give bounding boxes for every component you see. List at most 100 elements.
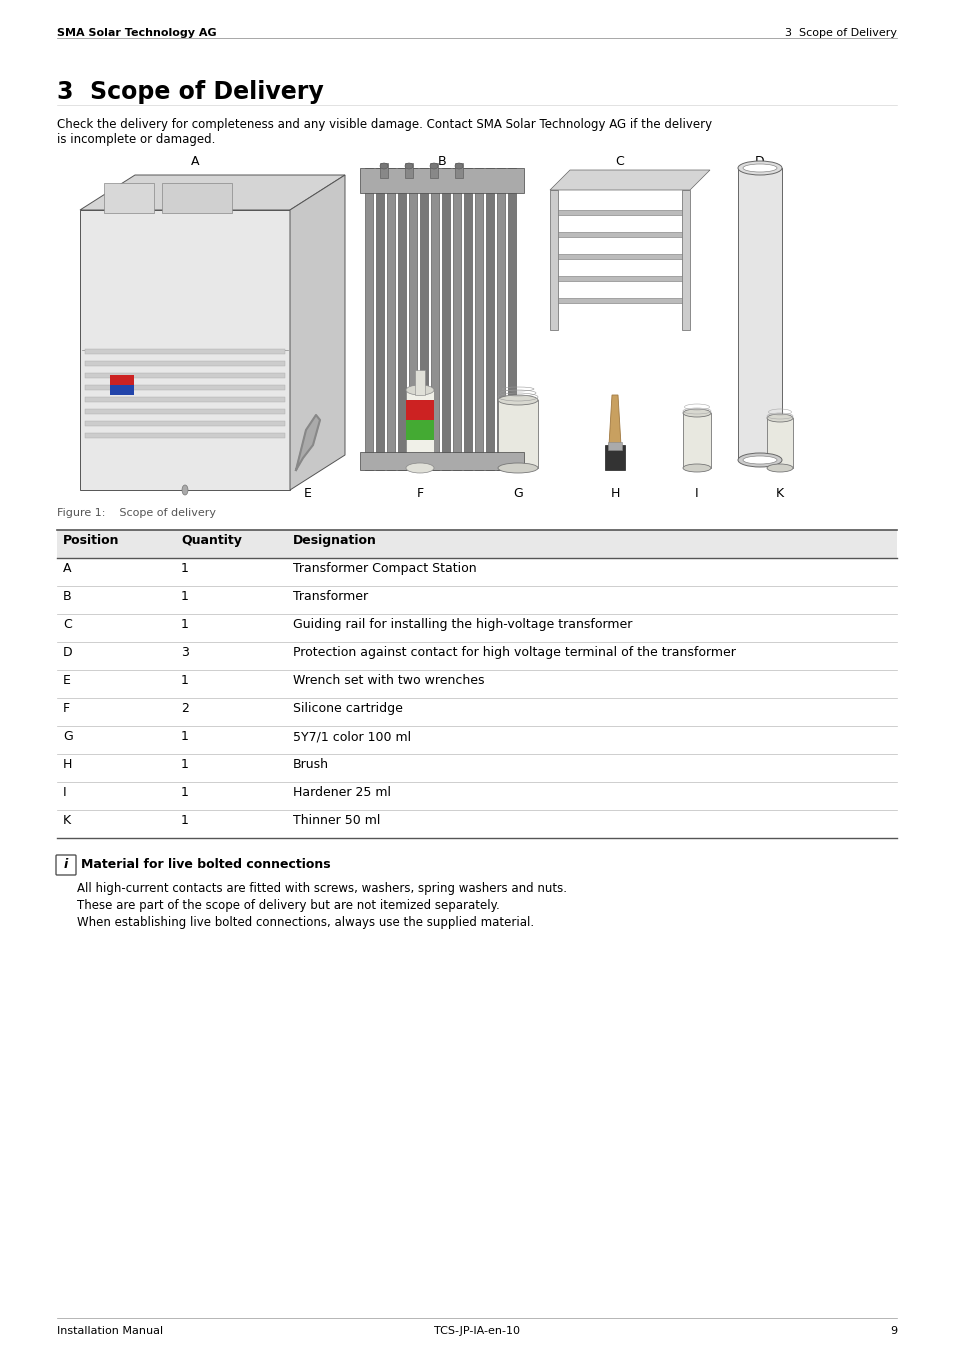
Text: 1: 1 <box>181 757 189 771</box>
Text: 9: 9 <box>889 1326 896 1336</box>
Bar <box>85 360 285 366</box>
Ellipse shape <box>738 454 781 467</box>
Bar <box>387 167 395 470</box>
Bar <box>162 184 233 213</box>
Bar <box>766 418 792 468</box>
Text: Silicone cartridge: Silicone cartridge <box>293 702 402 716</box>
Ellipse shape <box>766 464 792 472</box>
Text: A: A <box>191 155 199 167</box>
Text: Installation Manual: Installation Manual <box>57 1326 163 1336</box>
Text: I: I <box>63 786 67 799</box>
Text: 3  Scope of Delivery: 3 Scope of Delivery <box>57 80 323 104</box>
Bar <box>453 167 460 470</box>
Bar <box>415 370 424 396</box>
Polygon shape <box>295 414 319 470</box>
Text: C: C <box>615 155 623 167</box>
Bar <box>57 531 896 558</box>
Ellipse shape <box>497 396 537 405</box>
Bar <box>419 167 428 470</box>
Text: F: F <box>416 487 423 500</box>
Bar <box>379 163 388 178</box>
Text: K: K <box>775 487 783 500</box>
Text: F: F <box>63 702 71 716</box>
Bar <box>85 373 285 378</box>
Text: G: G <box>63 730 72 742</box>
Ellipse shape <box>379 163 388 169</box>
Bar <box>406 390 434 468</box>
Text: 5Y7/1 color 100 ml: 5Y7/1 color 100 ml <box>293 730 411 742</box>
Bar <box>406 400 434 420</box>
Text: Hardener 25 ml: Hardener 25 ml <box>293 786 391 799</box>
Bar <box>441 167 450 470</box>
Polygon shape <box>80 176 345 211</box>
Text: Position: Position <box>63 535 119 547</box>
Text: D: D <box>63 647 72 659</box>
Text: 3: 3 <box>181 647 189 659</box>
Ellipse shape <box>406 463 434 472</box>
Polygon shape <box>290 176 345 490</box>
Bar <box>485 167 494 470</box>
Text: 1: 1 <box>181 814 189 828</box>
Text: is incomplete or damaged.: is incomplete or damaged. <box>57 134 215 146</box>
Bar <box>497 167 504 470</box>
Ellipse shape <box>406 385 434 396</box>
Bar <box>604 446 624 470</box>
Ellipse shape <box>682 464 710 472</box>
Text: 1: 1 <box>181 562 189 575</box>
Bar <box>463 167 472 470</box>
Bar <box>475 167 482 470</box>
Text: 1: 1 <box>181 786 189 799</box>
Bar <box>80 211 290 490</box>
Bar <box>455 163 462 178</box>
Bar <box>406 418 434 440</box>
Bar <box>409 167 416 470</box>
Bar <box>359 167 523 193</box>
FancyBboxPatch shape <box>56 855 76 875</box>
Text: Protection against contact for high voltage terminal of the transformer: Protection against contact for high volt… <box>293 647 735 659</box>
Ellipse shape <box>766 414 792 423</box>
Bar <box>558 254 681 259</box>
Text: When establishing live bolted connections, always use the supplied material.: When establishing live bolted connection… <box>77 917 534 929</box>
Bar <box>497 400 537 468</box>
Bar <box>375 167 384 470</box>
Text: Check the delivery for completeness and any visible damage. Contact SMA Solar Te: Check the delivery for completeness and … <box>57 117 711 131</box>
Bar <box>558 211 681 215</box>
Text: B: B <box>437 155 446 167</box>
Text: 1: 1 <box>181 618 189 630</box>
Text: Quantity: Quantity <box>181 535 242 547</box>
Text: G: G <box>513 487 522 500</box>
Bar <box>85 433 285 437</box>
Text: E: E <box>63 674 71 687</box>
Text: SMA Solar Technology AG: SMA Solar Technology AG <box>57 28 216 38</box>
Ellipse shape <box>405 163 413 169</box>
Text: I: I <box>695 487 699 500</box>
Text: 1: 1 <box>181 590 189 603</box>
Text: H: H <box>610 487 619 500</box>
Text: D: D <box>755 155 764 167</box>
Bar <box>431 167 438 470</box>
Bar <box>558 232 681 238</box>
Polygon shape <box>608 396 620 446</box>
Bar <box>558 298 681 302</box>
Text: 2: 2 <box>181 702 189 716</box>
Bar <box>85 350 285 354</box>
Bar <box>558 275 681 281</box>
Text: 1: 1 <box>181 674 189 687</box>
Text: 1: 1 <box>181 730 189 742</box>
Text: Transformer: Transformer <box>293 590 368 603</box>
Text: H: H <box>63 757 72 771</box>
Bar <box>85 421 285 427</box>
Text: 3  Scope of Delivery: 3 Scope of Delivery <box>784 28 896 38</box>
Text: K: K <box>63 814 71 828</box>
Bar <box>397 167 406 470</box>
Text: A: A <box>63 562 71 575</box>
Ellipse shape <box>738 161 781 176</box>
Text: i: i <box>64 859 68 872</box>
Ellipse shape <box>742 163 776 171</box>
Text: Guiding rail for installing the high-voltage transformer: Guiding rail for installing the high-vol… <box>293 618 632 630</box>
Ellipse shape <box>430 163 437 169</box>
Bar <box>682 413 710 468</box>
Bar <box>85 409 285 414</box>
Text: E: E <box>304 487 312 500</box>
Ellipse shape <box>497 463 537 472</box>
